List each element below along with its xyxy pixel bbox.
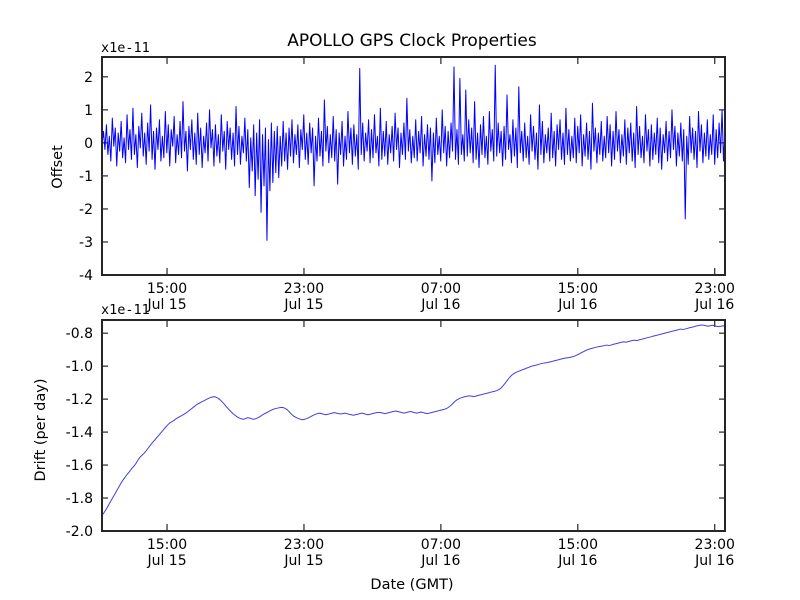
plot-frame-top bbox=[101, 56, 726, 276]
x-tick-label-date: Jul 16 bbox=[420, 553, 460, 569]
y-tick-label: -2.0 bbox=[66, 524, 93, 540]
y-axis-ticks-bottom: -0.8 -1.0 -1.2 -1.4 -1.6 -1.8 -2.0 bbox=[66, 326, 725, 540]
y-axis-title-drift: Drift (per day) bbox=[33, 379, 49, 482]
x-tick-label-time: 15:00 bbox=[558, 281, 598, 297]
x-axis-title: Date (GMT) bbox=[370, 577, 453, 593]
y-tick-label: -1.0 bbox=[66, 359, 93, 375]
panel-offset: APOLLO GPS Clock Properties x1e-11 Offse… bbox=[50, 31, 735, 313]
y-tick-label: -4 bbox=[79, 268, 93, 284]
x-tick-label-time: 07:00 bbox=[421, 537, 461, 553]
y-tick-label: -1.4 bbox=[66, 425, 93, 441]
y-tick-label: 1 bbox=[84, 103, 93, 119]
y-tick-label: -3 bbox=[79, 235, 93, 251]
offset-exponent-label-top: x1e-11 bbox=[101, 40, 150, 56]
x-tick-label-time: 15:00 bbox=[147, 537, 187, 553]
y-tick-label: 0 bbox=[84, 136, 93, 152]
y-tick-label: 2 bbox=[84, 70, 93, 86]
x-tick-label-date: Jul 16 bbox=[557, 297, 597, 313]
plot-frame-bottom bbox=[101, 319, 726, 532]
page-title: APOLLO GPS Clock Properties bbox=[287, 31, 537, 51]
y-axis-ticks-top: 2 1 0 -1 -2 -3 -4 bbox=[79, 70, 725, 284]
x-tick-label-time: 23:00 bbox=[695, 537, 735, 553]
x-tick-label-date: Jul 15 bbox=[146, 553, 186, 569]
x-tick-label-time: 23:00 bbox=[284, 281, 324, 297]
x-tick-label-time: 15:00 bbox=[558, 537, 598, 553]
x-tick-label-date: Jul 16 bbox=[694, 553, 734, 569]
y-tick-label: -1.8 bbox=[66, 491, 93, 507]
panel-drift: x1e-11 Drift (per day) Date (GMT) -0.8 -1… bbox=[33, 302, 735, 593]
x-tick-label-date: Jul 15 bbox=[146, 297, 186, 313]
y-tick-label: -1 bbox=[79, 169, 93, 185]
x-tick-label-date: Jul 16 bbox=[694, 297, 734, 313]
y-axis-title-offset: Offset bbox=[50, 145, 66, 189]
x-tick-label-time: 23:00 bbox=[695, 281, 735, 297]
offset-exponent-label-bottom: x1e-11 bbox=[101, 302, 150, 318]
x-tick-label-date: Jul 16 bbox=[420, 297, 460, 313]
x-tick-label-time: 07:00 bbox=[421, 281, 461, 297]
y-tick-label: -0.8 bbox=[66, 326, 93, 342]
offset-trace bbox=[102, 64, 725, 241]
x-tick-label-date: Jul 15 bbox=[283, 297, 323, 313]
x-tick-label-date: Jul 15 bbox=[283, 553, 323, 569]
y-tick-label: -1.6 bbox=[66, 458, 93, 474]
x-tick-label-time: 15:00 bbox=[147, 281, 187, 297]
y-tick-label: -2 bbox=[79, 202, 93, 218]
x-tick-label-time: 23:00 bbox=[284, 537, 324, 553]
x-tick-label-date: Jul 16 bbox=[557, 553, 597, 569]
drift-trace bbox=[102, 324, 725, 516]
y-tick-label: -1.2 bbox=[66, 392, 93, 408]
